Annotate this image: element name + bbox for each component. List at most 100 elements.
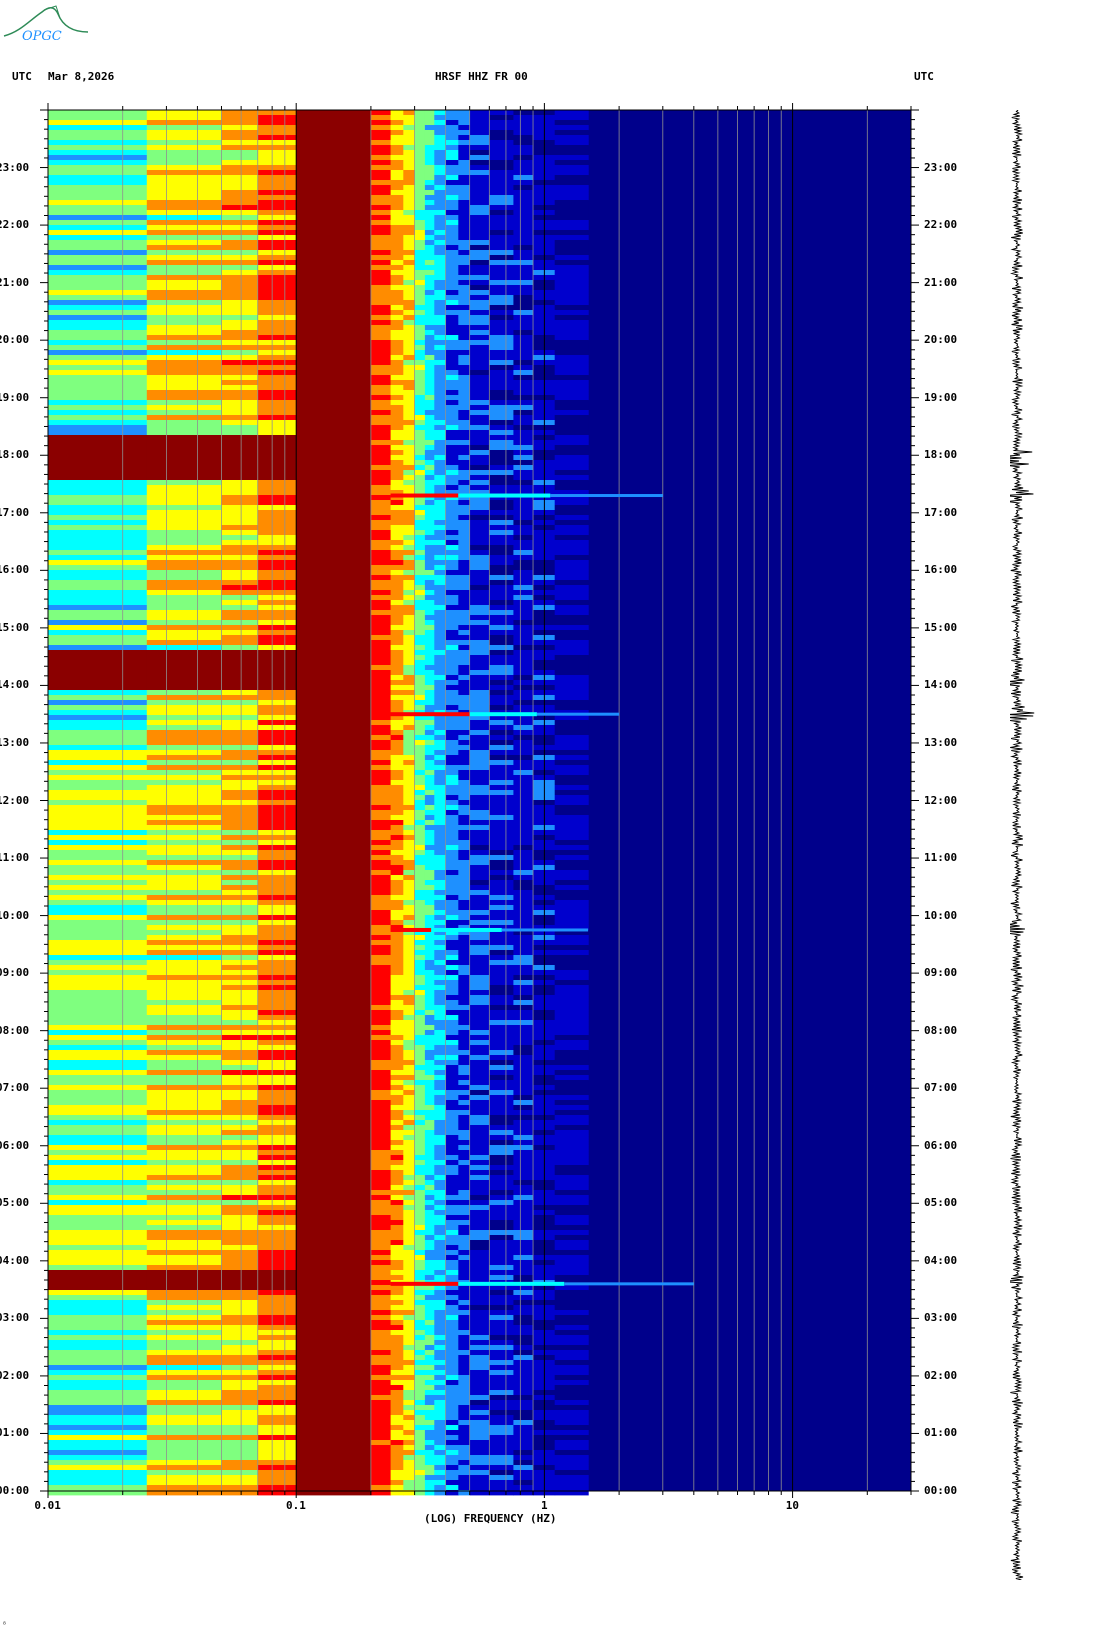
heat-cell xyxy=(424,1245,435,1251)
heat-cell xyxy=(424,1180,435,1186)
heat-cell xyxy=(370,770,392,776)
heat-cell xyxy=(424,890,435,896)
heat-cell xyxy=(48,1180,148,1186)
heat-cell xyxy=(370,160,392,166)
heat-cell xyxy=(257,560,297,566)
heat-cell xyxy=(390,1310,404,1316)
heat-cell xyxy=(296,730,372,736)
heat-cell xyxy=(513,310,534,316)
heat-cell xyxy=(146,1435,223,1441)
heat-cell xyxy=(296,1470,372,1476)
heat-cell xyxy=(257,945,297,951)
heat-cell xyxy=(445,1040,459,1046)
heat-cell xyxy=(424,1485,435,1491)
heat-cell xyxy=(424,1105,435,1111)
heat-cell xyxy=(414,1035,426,1041)
heat-cell xyxy=(221,1470,259,1476)
heat-cell xyxy=(146,1005,223,1011)
heat-cell xyxy=(257,1070,297,1076)
heat-cell xyxy=(458,525,471,531)
heat-cell xyxy=(554,955,589,961)
heat-cell xyxy=(414,895,426,901)
heat-cell xyxy=(221,935,259,941)
heat-cell xyxy=(296,720,372,726)
heat-cell xyxy=(424,940,435,946)
heat-cell xyxy=(414,1115,426,1121)
heat-cell xyxy=(434,930,447,936)
heat-cell xyxy=(554,1150,589,1156)
heat-cell xyxy=(414,165,426,171)
heat-cell xyxy=(489,820,514,826)
heat-cell xyxy=(257,470,297,476)
heat-cell xyxy=(424,610,435,616)
heat-cell xyxy=(424,645,435,651)
heat-cell xyxy=(414,755,426,761)
heat-cell xyxy=(458,1395,471,1401)
heat-cell xyxy=(554,310,589,316)
heat-cell xyxy=(424,355,435,361)
heat-cell xyxy=(458,1325,471,1331)
heat-cell xyxy=(554,675,589,681)
heat-cell xyxy=(414,385,426,391)
heat-cell xyxy=(445,1080,459,1086)
heat-cell xyxy=(445,1015,459,1021)
heat-cell xyxy=(458,650,471,656)
heat-cell xyxy=(146,755,223,761)
heat-cell xyxy=(554,175,589,181)
heat-cell xyxy=(424,730,435,736)
heat-cell xyxy=(414,475,426,481)
heat-cell xyxy=(469,525,490,531)
heat-cell xyxy=(513,1320,534,1326)
heat-cell xyxy=(513,300,534,306)
heat-cell xyxy=(513,480,534,486)
heat-cell xyxy=(403,1490,416,1496)
heat-cell xyxy=(221,725,259,731)
heat-cell xyxy=(48,1290,148,1296)
heat-cell xyxy=(370,905,392,911)
heat-cell xyxy=(469,1225,490,1231)
heat-cell xyxy=(48,1130,148,1136)
heat-cell xyxy=(445,620,459,626)
heat-cell xyxy=(424,915,435,921)
heat-cell xyxy=(370,575,392,581)
heat-cell xyxy=(424,1475,435,1481)
heat-cell xyxy=(434,495,447,501)
heat-cell xyxy=(513,620,534,626)
heat-cell xyxy=(489,785,514,791)
heat-cell xyxy=(458,975,471,981)
heat-cell xyxy=(458,690,471,696)
heat-cell xyxy=(390,1130,404,1136)
chart-date: Mar 8,2026 xyxy=(48,70,115,83)
heat-cell xyxy=(296,1415,372,1421)
heat-cell xyxy=(513,120,534,126)
heat-cell xyxy=(489,560,514,566)
heat-cell xyxy=(424,1130,435,1136)
heat-cell xyxy=(424,790,435,796)
heat-cell xyxy=(390,1045,404,1051)
heat-cell xyxy=(257,170,297,176)
heat-cell xyxy=(434,995,447,1001)
heat-cell xyxy=(221,590,259,596)
heat-cell xyxy=(296,880,372,886)
heat-cell xyxy=(146,605,223,611)
heat-cell xyxy=(554,195,589,201)
heat-cell xyxy=(554,565,589,571)
heat-cell xyxy=(469,1310,490,1316)
heat-cell xyxy=(489,360,514,366)
heat-cell xyxy=(434,1440,447,1446)
heat-cell xyxy=(370,280,392,286)
heat-cell xyxy=(390,160,404,166)
heat-cell xyxy=(489,1475,514,1481)
heat-cell xyxy=(513,610,534,616)
heat-cell xyxy=(513,260,534,266)
heat-cell xyxy=(48,510,148,516)
heat-cell xyxy=(489,1065,514,1071)
heat-cell xyxy=(445,280,459,286)
heat-cell xyxy=(370,855,392,861)
heat-cell xyxy=(469,1490,490,1496)
heat-cell xyxy=(424,570,435,576)
heat-cell xyxy=(370,570,392,576)
heat-cell xyxy=(48,1305,148,1311)
heat-cell xyxy=(513,690,534,696)
heat-cell xyxy=(469,605,490,611)
